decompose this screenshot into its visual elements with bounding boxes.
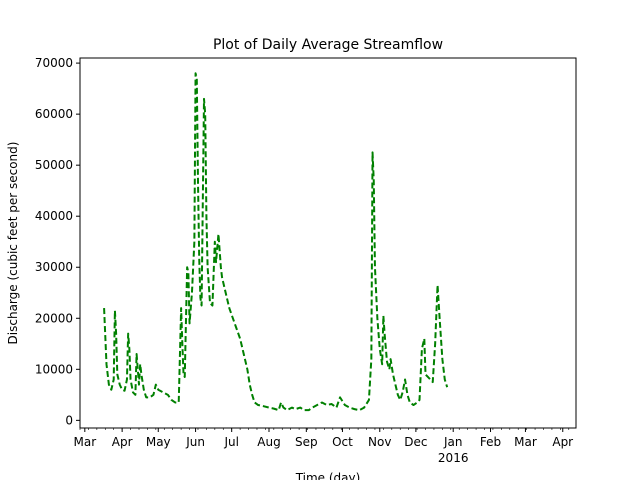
x-tick-label: Oct — [332, 435, 353, 449]
y-tick-label: 60000 — [35, 107, 73, 121]
x-tick-label: Jan — [443, 435, 463, 449]
x-tick-label: Mar — [514, 435, 537, 449]
y-tick-label: 50000 — [35, 158, 73, 172]
x-tick-label: Apr — [112, 435, 133, 449]
x-axis-label: Time (day) — [295, 471, 361, 480]
x-tick-label: Apr — [552, 435, 573, 449]
y-tick-label: 40000 — [35, 209, 73, 223]
x-tick-label: Aug — [257, 435, 280, 449]
x-tick-label: May — [146, 435, 171, 449]
x-tick-label: Sep — [295, 435, 318, 449]
x-tick-label: Jun — [185, 435, 205, 449]
x-tick-label: Jul — [223, 435, 238, 449]
x-tick-label: Dec — [404, 435, 427, 449]
y-axis-label: Discharge (cubic feet per second) — [6, 142, 20, 345]
axes-frame — [79, 57, 577, 429]
y-tick-label: 30000 — [35, 260, 73, 274]
chart-title: Plot of Daily Average Streamflow — [213, 37, 443, 53]
y-tick-label: 10000 — [35, 362, 73, 376]
x-tick-label: Mar — [73, 435, 96, 449]
x-tick-year-label: 2016 — [438, 451, 469, 465]
y-tick-label: 70000 — [35, 56, 73, 70]
plot-area — [103, 72, 449, 412]
series-0 — [103, 72, 449, 412]
x-tick-label: Feb — [480, 435, 501, 449]
y-tick-label: 0 — [65, 413, 73, 427]
y-axis: 0 10000 20000 30000 40000 50000 60000 70000 — [35, 56, 80, 427]
x-tick-label: Nov — [368, 435, 391, 449]
y-tick-label: 20000 — [35, 311, 73, 325]
